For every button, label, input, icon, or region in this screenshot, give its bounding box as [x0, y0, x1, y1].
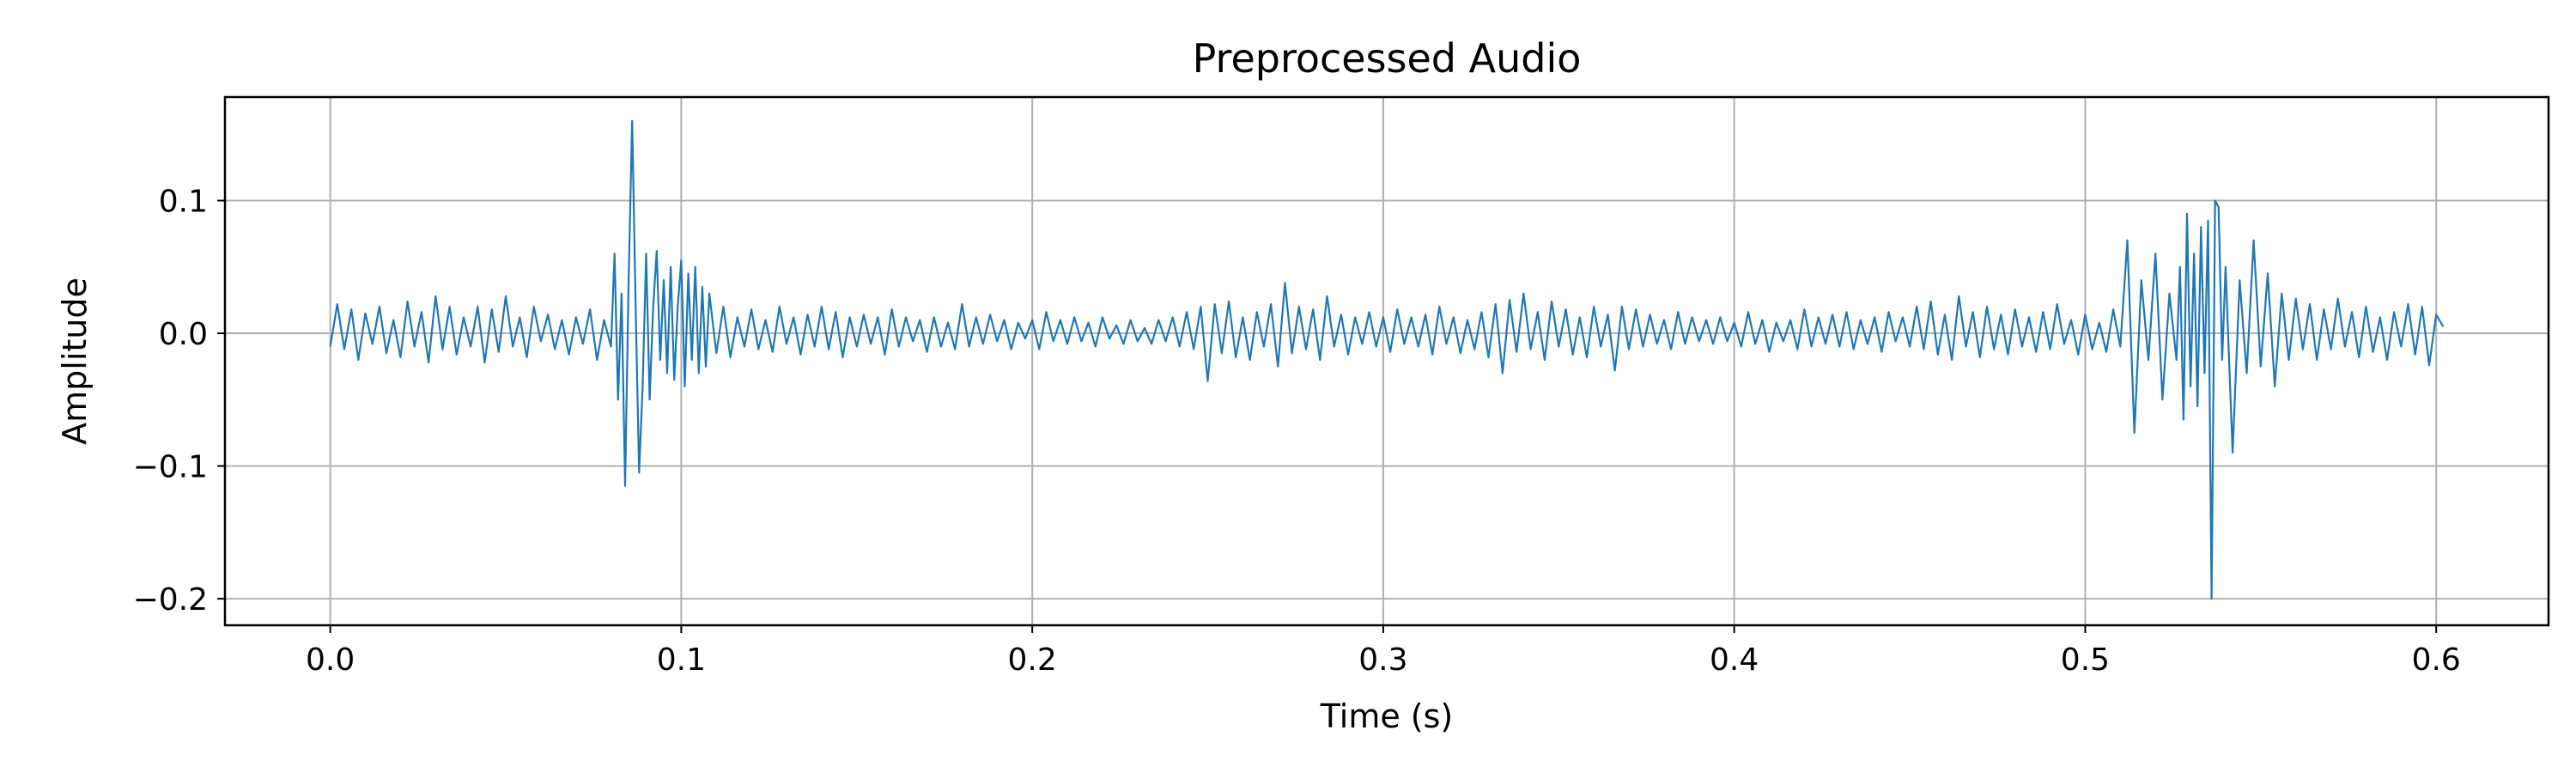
x-tick-label: 0.2	[1008, 642, 1057, 678]
series-group	[329, 119, 2445, 600]
x-tick-label: 0.3	[1358, 642, 1407, 678]
axis-ticks: 0.0 0.1 0.2 0.3 0.4 0.5 0.6 −0.2 −0.1 0.0 0.1	[133, 185, 2461, 678]
x-tick-label: 0.0	[306, 642, 355, 678]
y-tick-label: −0.1	[133, 450, 208, 485]
x-tick-label: 0.6	[2412, 642, 2461, 678]
y-tick-label: −0.2	[133, 582, 208, 618]
axes-frame	[223, 95, 2550, 627]
y-axis-label: Amplitude	[56, 277, 94, 445]
series-line	[329, 119, 2445, 600]
chart-title: Preprocessed Audio	[1193, 35, 1582, 82]
y-tick-label: 0.1	[159, 185, 208, 220]
x-tick-label: 0.1	[657, 642, 706, 678]
x-tick-label: 0.5	[2061, 642, 2110, 678]
x-tick-label: 0.4	[1710, 642, 1759, 678]
x-axis-label: Time (s)	[1320, 697, 1454, 735]
y-tick-label: 0.0	[159, 317, 208, 352]
